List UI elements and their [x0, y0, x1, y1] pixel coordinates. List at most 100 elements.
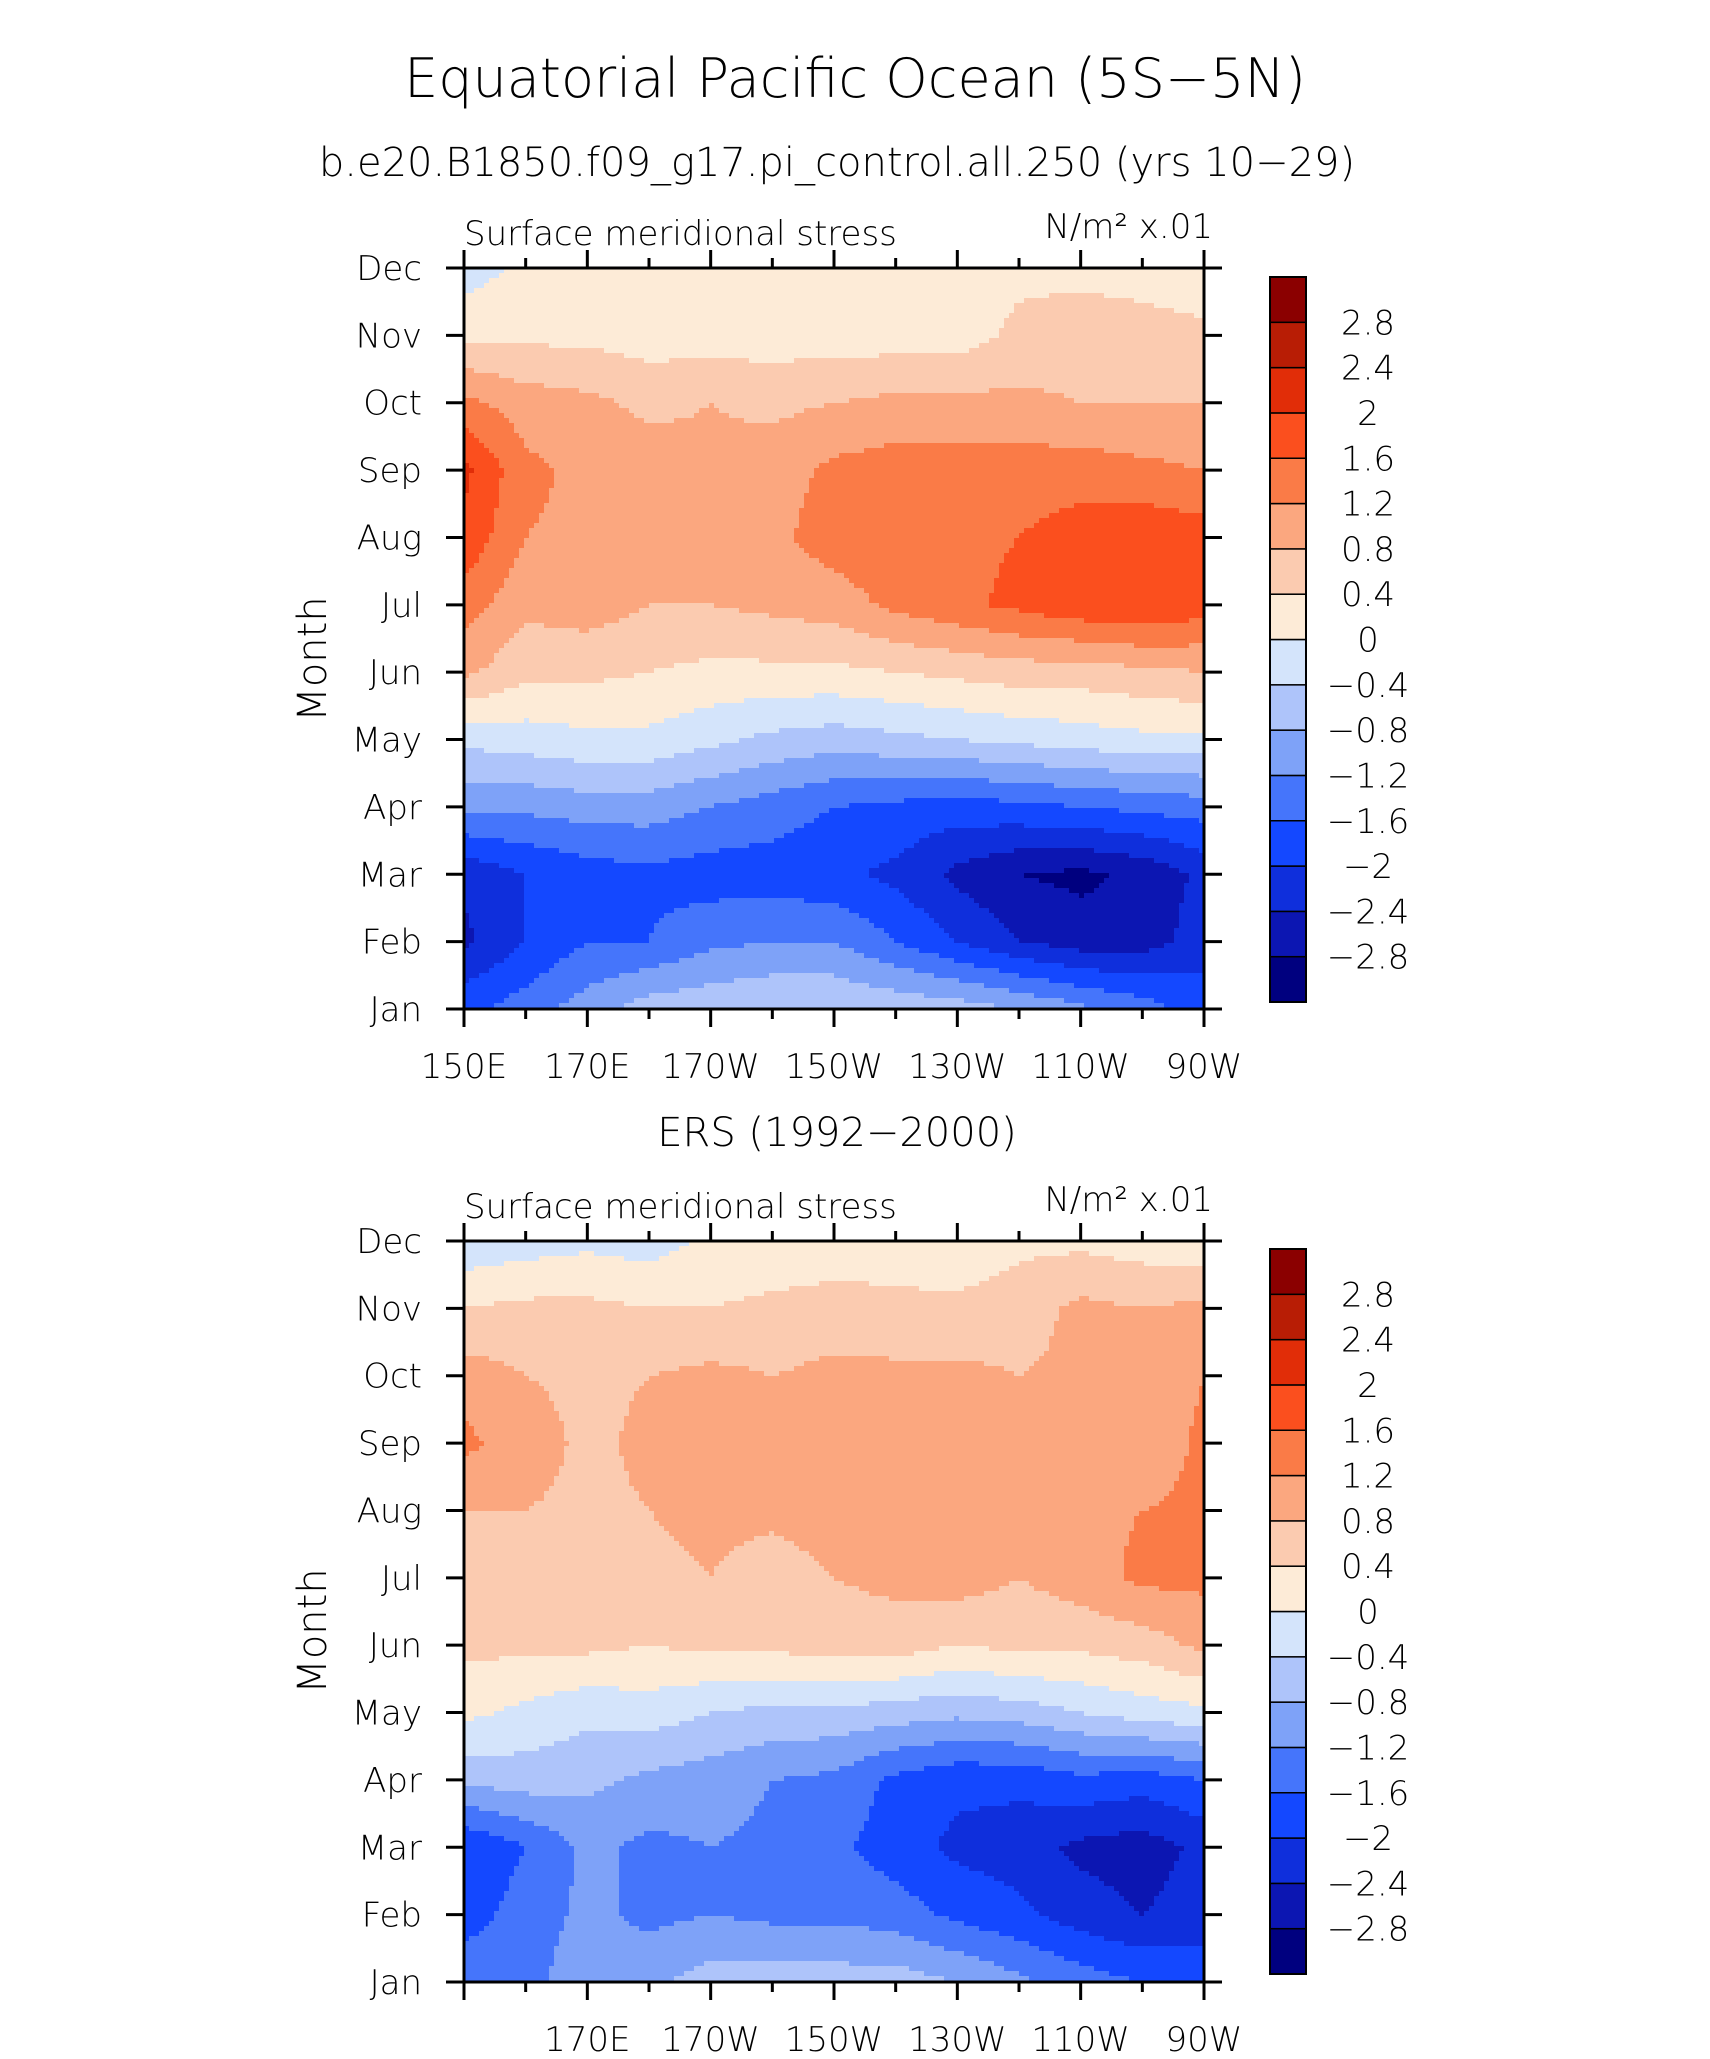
field-cell [464, 1686, 579, 1692]
field-cell [464, 1846, 524, 1852]
field-cell [879, 1751, 1079, 1757]
field-cell [514, 1871, 574, 1877]
field-cell [464, 1666, 1164, 1672]
field-cell [809, 553, 1004, 559]
field-cell [464, 468, 474, 474]
field-cell [499, 483, 554, 489]
field-cell [464, 1881, 509, 1887]
field-cell [1164, 458, 1204, 464]
field-cell [749, 1816, 869, 1822]
field-cell [984, 653, 1204, 659]
field-cell [989, 593, 1204, 599]
field-cell [464, 983, 529, 989]
field-cell [519, 628, 579, 634]
field-cell [669, 1251, 1069, 1257]
field-cell [504, 268, 1204, 274]
field-cell [899, 1746, 1049, 1752]
field-cell [464, 1816, 519, 1822]
field-cell [464, 593, 494, 599]
field-cell [1164, 1666, 1204, 1672]
field-cell [464, 1801, 759, 1807]
colorbar-box [1269, 820, 1307, 867]
field-cell [954, 883, 1054, 889]
field-cell [464, 1976, 549, 1982]
field-cell [1104, 988, 1204, 994]
field-cell [464, 1496, 544, 1502]
colorbar-frame [1269, 1248, 1307, 1975]
field-cell [1089, 1296, 1204, 1302]
field-cell [744, 1296, 1079, 1302]
field-cell [534, 978, 604, 984]
field-cell [464, 1281, 819, 1287]
field-cell [869, 1861, 959, 1867]
field-cell [464, 688, 504, 694]
field-cell [1109, 1686, 1204, 1692]
field-cell [829, 808, 1119, 814]
field-cell [464, 1631, 1164, 1637]
field-cell [989, 628, 1204, 634]
field-cell [464, 1451, 469, 1457]
field-cell [464, 1946, 554, 1952]
field-cell [914, 1936, 1014, 1942]
field-cell [464, 438, 479, 444]
field-cell [1014, 1886, 1114, 1892]
y-tick-label: Jan [370, 990, 422, 1030]
field-cell [849, 803, 1064, 809]
x-tick-label: 90W [1166, 2020, 1243, 2059]
field-cell [1184, 898, 1204, 904]
field-cell [464, 1416, 559, 1422]
field-cell [624, 353, 879, 359]
field-cell [1004, 318, 1204, 324]
x-tick-label: 150E [421, 1047, 507, 1087]
field-cell [464, 813, 534, 819]
y-tick-label: Nov [356, 316, 422, 356]
x-tick-label: 130W [908, 2020, 1007, 2059]
field-cell [1029, 1901, 1129, 1907]
field-cell [674, 908, 849, 914]
field-cell [464, 1486, 549, 1492]
field-cell [944, 873, 1024, 879]
field-cell [749, 843, 914, 849]
colorbar-box [1269, 729, 1307, 777]
field-cell [1104, 293, 1204, 299]
field-cell [999, 573, 1204, 579]
field-cell [629, 1481, 1174, 1487]
field-cell [804, 498, 1204, 504]
field-cell [494, 513, 539, 519]
field-cell [1049, 443, 1204, 449]
field-cell [839, 1766, 924, 1772]
field-cell [524, 913, 664, 919]
field-cell [999, 1586, 1034, 1592]
field-cell [1179, 698, 1204, 704]
field-cell [464, 718, 524, 724]
field-cell [464, 1971, 549, 1977]
field-cell [1184, 1461, 1204, 1467]
colorbar-label: 2.4 [1341, 349, 1395, 389]
field-cell [1079, 948, 1149, 954]
field-cell [464, 1796, 764, 1802]
field-cell [464, 523, 494, 529]
field-cell [964, 1596, 1059, 1602]
field-cell [469, 1826, 549, 1832]
field-cell [624, 1003, 994, 1009]
field-cell [769, 973, 834, 979]
field-cell [1129, 1541, 1204, 1547]
field-cell [464, 373, 499, 379]
field-cell [534, 783, 674, 789]
field-cell [749, 1366, 794, 1372]
field-cell [839, 623, 959, 629]
field-cell [464, 933, 474, 939]
field-cell [504, 578, 849, 584]
field-cell [479, 668, 654, 674]
field-cell [1119, 808, 1204, 814]
field-cell [464, 1626, 1149, 1632]
field-cell [599, 393, 879, 399]
field-cell [524, 438, 1204, 444]
field-cell [464, 1241, 689, 1247]
field-cell [1104, 448, 1204, 454]
field-cell [584, 943, 744, 949]
field-cell [879, 1786, 1204, 1792]
field-cell [909, 613, 1044, 619]
field-cell [524, 923, 654, 929]
field-cell [524, 1851, 574, 1857]
